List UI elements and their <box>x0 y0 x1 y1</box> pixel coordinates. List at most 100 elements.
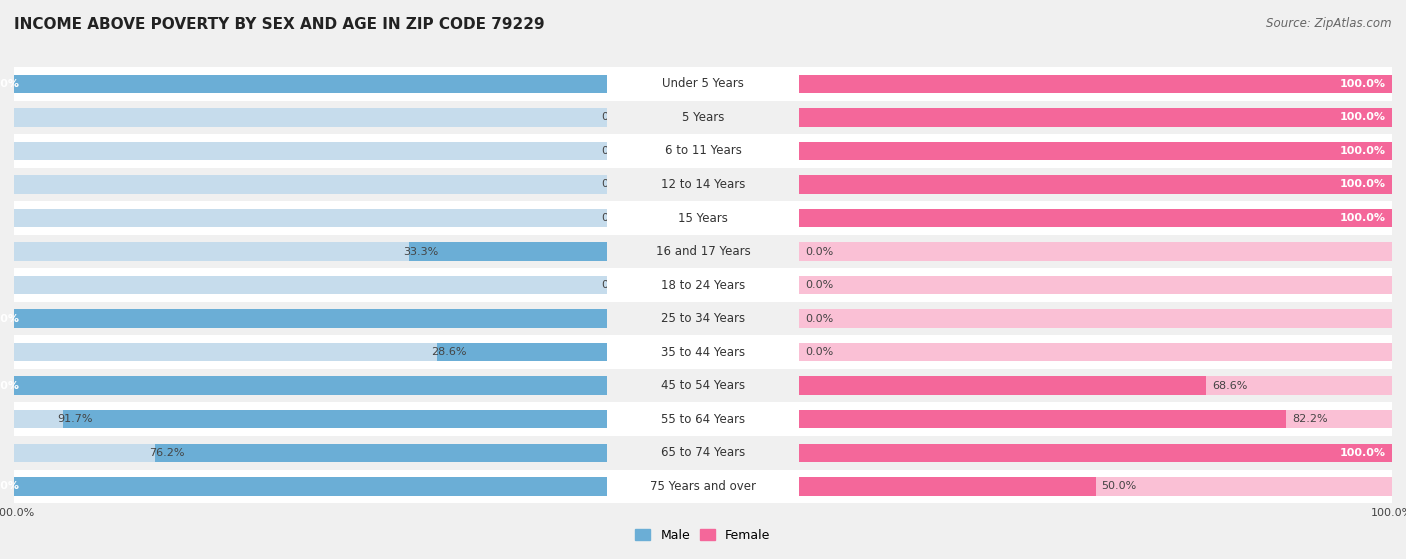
Bar <box>799 343 1392 362</box>
Bar <box>607 470 799 503</box>
Bar <box>14 310 607 328</box>
Bar <box>799 436 1392 470</box>
Bar <box>409 243 607 260</box>
Bar <box>14 410 607 429</box>
Text: Source: ZipAtlas.com: Source: ZipAtlas.com <box>1267 17 1392 30</box>
Text: 12 to 14 Years: 12 to 14 Years <box>661 178 745 191</box>
Bar <box>607 302 799 335</box>
Bar <box>799 477 1095 496</box>
Bar <box>799 209 1392 227</box>
Bar <box>607 101 799 134</box>
Text: 0.0%: 0.0% <box>600 146 628 156</box>
Bar <box>14 335 607 369</box>
Text: 35 to 44 Years: 35 to 44 Years <box>661 345 745 359</box>
Bar <box>799 134 1392 168</box>
Bar <box>799 410 1286 429</box>
Bar <box>799 268 1392 302</box>
Bar <box>14 74 607 93</box>
Bar <box>607 67 799 101</box>
Text: 91.7%: 91.7% <box>58 414 93 424</box>
Bar <box>799 276 1392 294</box>
Text: 45 to 54 Years: 45 to 54 Years <box>661 379 745 392</box>
Bar <box>14 310 607 328</box>
Bar <box>799 335 1392 369</box>
Text: 75 Years and over: 75 Years and over <box>650 480 756 493</box>
Bar <box>799 67 1392 101</box>
Bar <box>63 410 607 429</box>
Bar <box>799 243 1392 260</box>
Text: 0.0%: 0.0% <box>600 179 628 190</box>
Text: INCOME ABOVE POVERTY BY SEX AND AGE IN ZIP CODE 79229: INCOME ABOVE POVERTY BY SEX AND AGE IN Z… <box>14 17 544 32</box>
Bar <box>14 74 607 93</box>
Bar <box>799 74 1392 93</box>
Bar <box>14 276 607 294</box>
Text: 25 to 34 Years: 25 to 34 Years <box>661 312 745 325</box>
Bar <box>14 235 607 268</box>
Bar <box>14 302 607 335</box>
Bar <box>799 444 1392 462</box>
Bar <box>799 108 1392 126</box>
Bar <box>799 369 1392 402</box>
Text: 5 Years: 5 Years <box>682 111 724 124</box>
Bar <box>799 377 1206 395</box>
Bar <box>14 402 607 436</box>
Text: 65 to 74 Years: 65 to 74 Years <box>661 446 745 459</box>
Text: 0.0%: 0.0% <box>806 314 834 324</box>
Text: 100.0%: 100.0% <box>1340 213 1386 223</box>
Bar <box>799 108 1392 126</box>
Bar <box>799 235 1392 268</box>
Legend: Male, Female: Male, Female <box>630 524 776 547</box>
Bar <box>14 175 607 193</box>
Bar <box>14 201 607 235</box>
Text: 0.0%: 0.0% <box>600 280 628 290</box>
Bar <box>14 108 607 126</box>
Bar <box>799 209 1392 227</box>
Bar <box>14 444 607 462</box>
Text: 100.0%: 100.0% <box>0 481 20 491</box>
Text: 100.0%: 100.0% <box>0 381 20 391</box>
Text: 100.0%: 100.0% <box>1340 112 1386 122</box>
Bar <box>799 310 1392 328</box>
Bar <box>799 101 1392 134</box>
Bar <box>14 142 607 160</box>
Bar <box>607 369 799 402</box>
Bar <box>14 209 607 227</box>
Bar <box>799 168 1392 201</box>
Bar <box>607 168 799 201</box>
Bar <box>14 101 607 134</box>
Bar <box>799 402 1392 436</box>
Text: 18 to 24 Years: 18 to 24 Years <box>661 278 745 292</box>
Bar <box>14 134 607 168</box>
Bar <box>14 168 607 201</box>
Text: 100.0%: 100.0% <box>1340 146 1386 156</box>
Bar <box>14 67 607 101</box>
Bar <box>799 201 1392 235</box>
Bar <box>14 436 607 470</box>
Bar <box>799 142 1392 160</box>
Bar <box>607 402 799 436</box>
Bar <box>14 243 607 260</box>
Bar <box>155 444 607 462</box>
Bar <box>607 201 799 235</box>
Bar <box>437 343 607 362</box>
Bar <box>799 175 1392 193</box>
Text: 15 Years: 15 Years <box>678 211 728 225</box>
Text: 0.0%: 0.0% <box>806 280 834 290</box>
Text: 100.0%: 100.0% <box>1340 448 1386 458</box>
Text: 100.0%: 100.0% <box>1340 79 1386 89</box>
Bar <box>14 343 607 362</box>
Text: 100.0%: 100.0% <box>0 314 20 324</box>
Text: 100.0%: 100.0% <box>0 79 20 89</box>
Bar <box>799 302 1392 335</box>
Bar <box>799 74 1392 93</box>
Bar <box>14 377 607 395</box>
Text: 0.0%: 0.0% <box>806 347 834 357</box>
Bar <box>14 369 607 402</box>
Bar <box>799 470 1392 503</box>
Bar <box>799 477 1392 496</box>
Bar <box>14 470 607 503</box>
Text: 68.6%: 68.6% <box>1212 381 1247 391</box>
Text: 0.0%: 0.0% <box>600 112 628 122</box>
Text: 100.0%: 100.0% <box>1340 179 1386 190</box>
Bar <box>799 175 1392 193</box>
